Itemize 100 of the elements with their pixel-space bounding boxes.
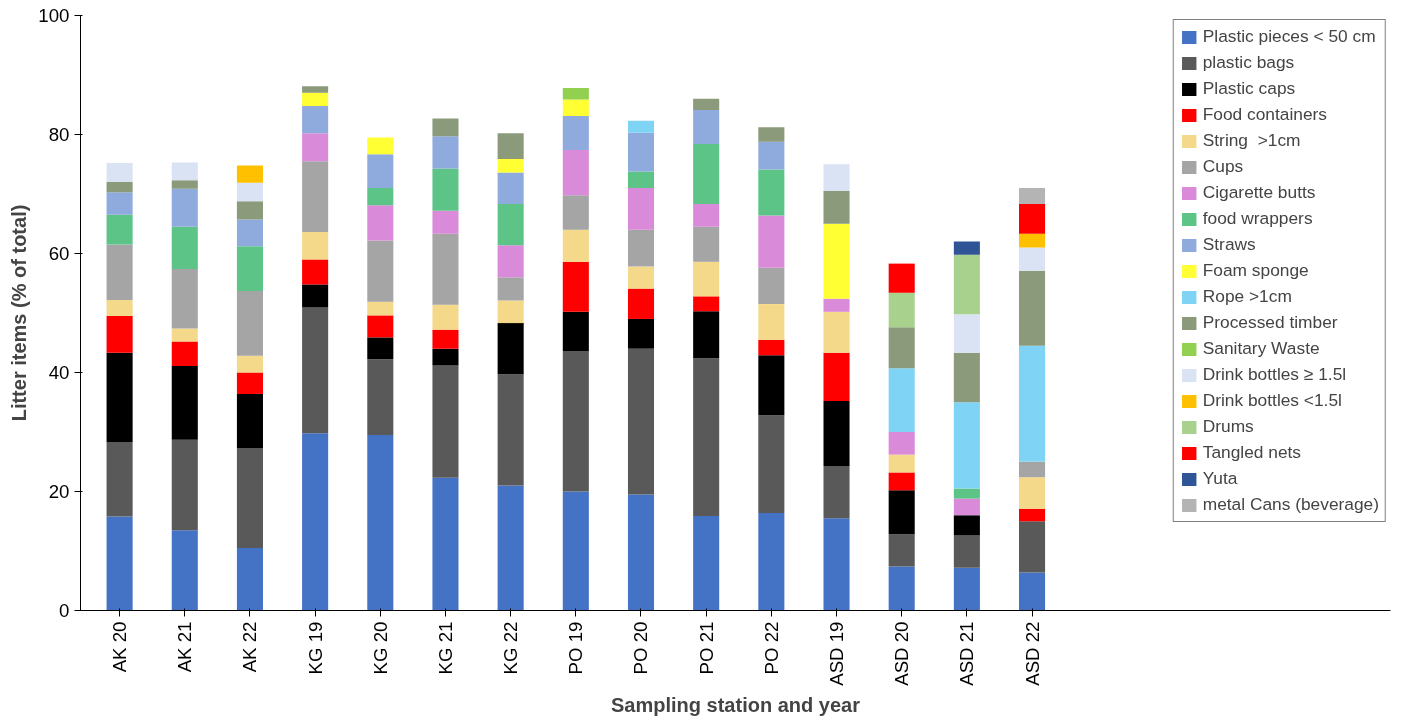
bar [693,110,720,145]
bar [562,311,589,352]
bar [693,144,720,205]
bar [888,454,915,473]
bar [693,515,720,611]
bar [627,171,655,189]
bar [432,329,459,349]
bar [171,188,198,227]
legend-label: Plastic pieces < 50 cm [1202,26,1376,47]
bar [758,512,785,611]
x-tick-label: PO 21 [695,621,717,675]
bar [888,263,915,293]
bar [302,92,329,106]
bar [1019,572,1046,611]
x-axis-title: Sampling station and year [611,693,861,716]
bar [758,169,785,216]
legend-label: Cups [1202,156,1244,177]
x-tick-label: PO 22 [760,621,782,675]
y-tick-label: 0 [59,600,70,621]
bar [302,259,329,285]
bar [367,359,394,435]
x-tick-label: AK 21 [174,621,196,673]
bar [497,300,524,324]
legend-label: metal Cans (beverage) [1202,494,1379,515]
legend-label: Drink bottles <1.5l [1202,390,1342,411]
x-tick-label: KG 22 [500,621,522,675]
bar [693,311,720,359]
bar [693,204,720,227]
bar [953,498,980,516]
legend-label: Cigarette butts [1202,182,1316,203]
bar [236,219,263,247]
bar [171,268,198,329]
bar [236,246,263,291]
x-tick-label: KG 20 [369,621,391,675]
bar [236,201,263,220]
bar [171,530,198,611]
bar [693,296,720,312]
bar [953,352,980,403]
bar [171,180,198,189]
bar [367,337,394,360]
legend-label: Yuta [1202,468,1238,489]
bar [562,261,589,312]
bar [497,323,524,375]
bar [432,168,459,211]
bar [302,133,329,162]
bar [367,137,394,155]
bar [367,154,394,189]
bar [627,132,655,172]
legend-label: Sanitary Waste [1202,338,1320,359]
bar [627,318,655,349]
bar [236,548,263,611]
bar [106,352,133,443]
bar [236,290,263,356]
bar [888,566,915,611]
bar [562,99,589,117]
bar [432,210,459,234]
bar [627,229,655,267]
bar [627,288,655,319]
bar [562,195,589,230]
bar [497,172,524,205]
y-tick-label: 20 [48,481,70,502]
bar [432,118,459,137]
bar [497,204,524,246]
bar [888,490,915,535]
bar [693,358,720,516]
x-tick-label: PO 20 [630,621,652,675]
bar [758,415,785,513]
bar [106,192,133,215]
bar [823,191,850,224]
bar [1019,508,1046,522]
y-tick-label: 100 [38,5,70,26]
bar [1019,247,1046,271]
bar [106,299,133,316]
bar [171,328,198,342]
y-tick-label: 60 [48,243,70,264]
bar [236,448,263,549]
bar [106,442,133,517]
bar [953,254,980,315]
x-tick-label: AK 20 [109,621,131,673]
legend-label: Food containers [1202,104,1327,125]
bar [562,351,589,492]
bar [302,433,329,611]
bar [627,120,655,133]
bar [236,355,263,373]
bar [758,304,785,340]
bar [106,214,133,245]
bar [562,88,589,100]
legend-label: Rope >1cm [1202,286,1292,307]
bar [432,477,459,611]
bar [758,141,785,170]
bar [106,182,133,193]
bar [171,226,198,269]
bar [823,298,850,312]
bar [236,372,263,394]
bar [432,348,459,366]
bar [497,485,524,611]
bar [823,223,850,299]
bar [823,311,850,353]
x-tick-label: PO 19 [565,621,587,675]
bar [758,355,785,416]
